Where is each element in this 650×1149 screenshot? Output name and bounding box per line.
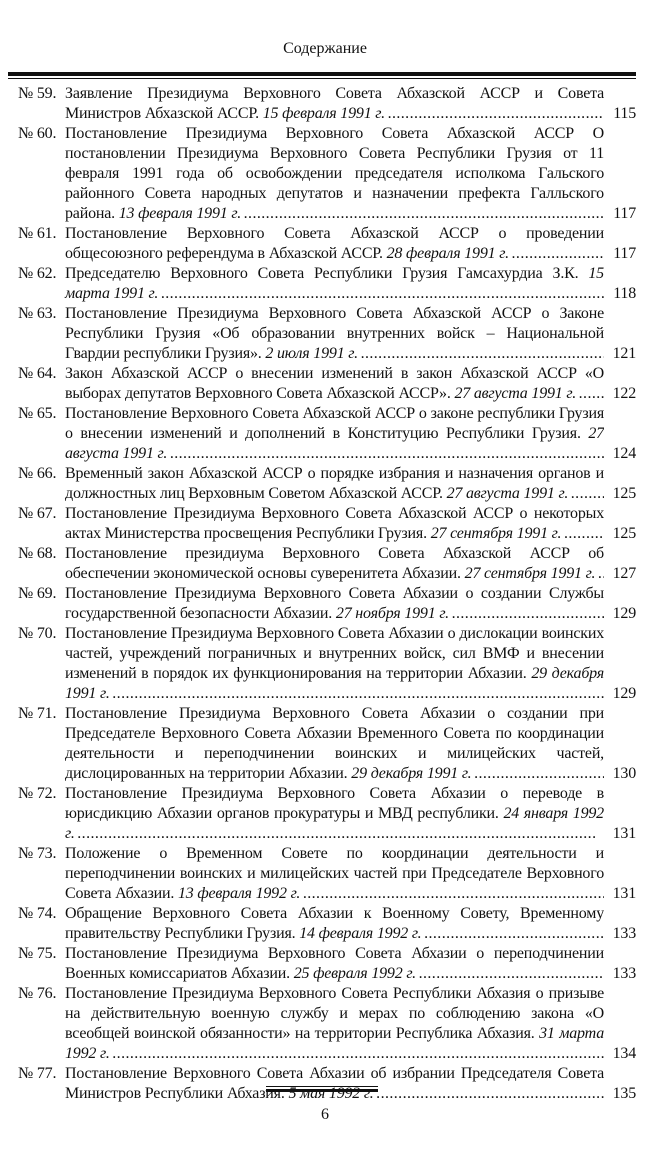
entry-number: № 62. — [18, 265, 57, 282]
entry-number: № 73. — [18, 845, 57, 862]
entry-page: 133 — [610, 924, 636, 944]
entry-page: 117 — [611, 204, 636, 224]
entry-page: 133 — [610, 964, 636, 984]
entry-date: 15 февраля 1991 г. — [263, 105, 385, 122]
entry-date: 27 сентября 1991 г. — [465, 565, 596, 582]
entry-date: 29 декабря 1991 г. — [351, 765, 471, 782]
entry-title: Постановление Верховного Совета Абхазии … — [65, 1065, 604, 1102]
entry-page: 129 — [610, 604, 636, 624]
toc-entry: № 64. Закон Абхазской АССР о внесении изм… — [18, 364, 636, 404]
entry-date: 27 сентября 1991 г. — [431, 525, 562, 542]
entry-page: 131 — [610, 884, 636, 904]
toc-entry: № 69. Постановление Президиума Верховного… — [18, 584, 636, 624]
entry-page: 135 — [610, 1084, 636, 1104]
entry-number: № 69. — [18, 585, 57, 602]
entry-title: Постановление Верховного Совета Абхазско… — [65, 225, 604, 262]
entry-date: 31 марта 1992 г. — [65, 1025, 604, 1062]
entry-date: 15 марта 1991 г. — [65, 265, 604, 302]
entry-page: 127 — [610, 564, 636, 584]
toc-entry: № 67. Постановление Президиума Верховного… — [18, 504, 636, 544]
toc-entry: № 68. Постановление президиума Верховного… — [18, 544, 636, 584]
entry-date: 29 декабря 1991 г. — [65, 665, 604, 702]
toc-entry: № 60. Постановление Президиума Верховного… — [18, 124, 636, 224]
entry-title: Постановление президиума Верховного Сове… — [65, 545, 604, 582]
entry-title: Временный закон Абхазской АССР о порядке… — [65, 465, 604, 502]
entry-title: Закон Абхазской АССР о внесении изменени… — [65, 365, 604, 402]
entry-date: 13 февраля 1991 г. — [119, 205, 241, 222]
toc-entry: № 73. Положение о Временном Совете по коо… — [18, 844, 636, 904]
entry-number: № 77. — [18, 1065, 57, 1082]
entry-page: 125 — [610, 484, 636, 504]
entry-number: № 66. — [18, 465, 57, 482]
entry-number: № 70. — [18, 625, 57, 642]
entry-number: № 75. — [18, 945, 57, 962]
entry-page: 131 — [610, 824, 636, 844]
entry-title: Обращение Верховного Совета Абхазии к Во… — [65, 905, 604, 942]
entry-title: Постановление Президиума Верховного Сове… — [65, 945, 604, 982]
entry-title: Председателю Верховного Совета Республик… — [65, 265, 579, 282]
page-number: 6 — [321, 1106, 329, 1123]
entry-number: № 76. — [18, 985, 57, 1002]
entry-title: Положение о Временном Совете по координа… — [65, 845, 604, 902]
entry-title: Постановление Президиума Верховного Сове… — [65, 305, 604, 362]
entry-date: 13 февраля 1992 г. — [178, 885, 300, 902]
toc-entry: № 71. Постановление Президиума Верховного… — [18, 704, 636, 784]
entry-number: № 71. — [18, 705, 57, 722]
entry-page: 124 — [610, 444, 636, 464]
entry-page: 122 — [610, 384, 636, 404]
entry-date: 28 февраля 1991 г. — [387, 245, 509, 262]
running-head: Содержание — [283, 40, 367, 57]
entry-number: № 61. — [18, 225, 57, 242]
entry-number: № 63. — [18, 305, 57, 322]
entry-number: № 72. — [18, 785, 57, 802]
entry-title: Постановление Президиума Верховного Сове… — [65, 985, 604, 1042]
entry-number: № 65. — [18, 405, 57, 422]
entry-title: Постановление Верховного Совета Абхазско… — [65, 405, 604, 442]
toc-entry: № 62. Председателю Верховного Совета Респ… — [18, 264, 636, 304]
toc-entry: № 70. Постановление Президиума Верховного… — [18, 624, 636, 704]
entry-title: Постановление Президиума Верховного Сове… — [65, 505, 604, 542]
entry-date: 27 ноября 1991 г. — [336, 605, 449, 622]
entry-title: Заявление Президиума Верховного Совета А… — [65, 85, 604, 122]
entry-number: № 67. — [18, 505, 57, 522]
toc-entry: № 77. Постановление Верховного Совета Абх… — [18, 1064, 636, 1104]
entry-number: № 60. — [18, 125, 57, 142]
entry-page: 134 — [610, 1044, 636, 1064]
entry-number: № 74. — [18, 905, 57, 922]
entry-title: Постановление Президиума Верховного Сове… — [65, 125, 604, 222]
entry-date: 14 февраля 1992 г. — [299, 925, 421, 942]
toc-entry: № 61. Постановление Верховного Совета Абх… — [18, 224, 636, 264]
toc-entry: № 72. Постановление Президиума Верховного… — [18, 784, 636, 844]
toc-entry: № 76. Постановление Президиума Верховного… — [18, 984, 636, 1064]
toc-entry: № 74. Обращение Верховного Совета Абхазии… — [18, 904, 636, 944]
entry-page: 129 — [610, 684, 636, 704]
entry-page: 121 — [610, 344, 636, 364]
table-of-contents: № 59. Заявление Президиума Верховного Сов… — [18, 84, 636, 1104]
entry-date: 27 августа 1991 г. — [447, 485, 569, 502]
entry-date: 2 июля 1991 г. — [265, 345, 358, 362]
footer-rule — [266, 1086, 378, 1092]
entry-title: Постановление Президиума Верховного Сове… — [65, 705, 604, 782]
toc-entry: № 63. Постановление Президиума Верховного… — [18, 304, 636, 364]
entry-page: 117 — [611, 244, 636, 264]
entry-title: Постановление Президиума Верховного Сове… — [65, 585, 604, 622]
entry-title: Постановление Президиума Верховного Сове… — [65, 625, 604, 682]
entry-number: № 64. — [18, 365, 57, 382]
entry-number: № 68. — [18, 545, 57, 562]
entry-date: 24 января 1992 г. — [65, 805, 604, 842]
header-rule — [8, 72, 636, 79]
entry-page: 130 — [610, 764, 636, 784]
entry-date: 27 августа 1991 г. — [454, 385, 576, 402]
entry-number: № 59. — [18, 85, 57, 102]
entry-date: 25 февраля 1992 г. — [294, 965, 416, 982]
entry-page: 125 — [610, 524, 636, 544]
toc-entry: № 65. Постановление Верховного Совета Абх… — [18, 404, 636, 464]
toc-entry: № 75. Постановление Президиума Верховного… — [18, 944, 636, 984]
toc-entry: № 59. Заявление Президиума Верховного Сов… — [18, 84, 636, 124]
entry-title: Постановление Президиума Верховного Сове… — [65, 785, 604, 822]
toc-entry: № 66. Временный закон Абхазской АССР о по… — [18, 464, 636, 504]
entry-date: 27 августа 1991 г. — [65, 425, 604, 462]
entry-page: 115 — [611, 104, 636, 124]
entry-page: 118 — [611, 284, 636, 304]
